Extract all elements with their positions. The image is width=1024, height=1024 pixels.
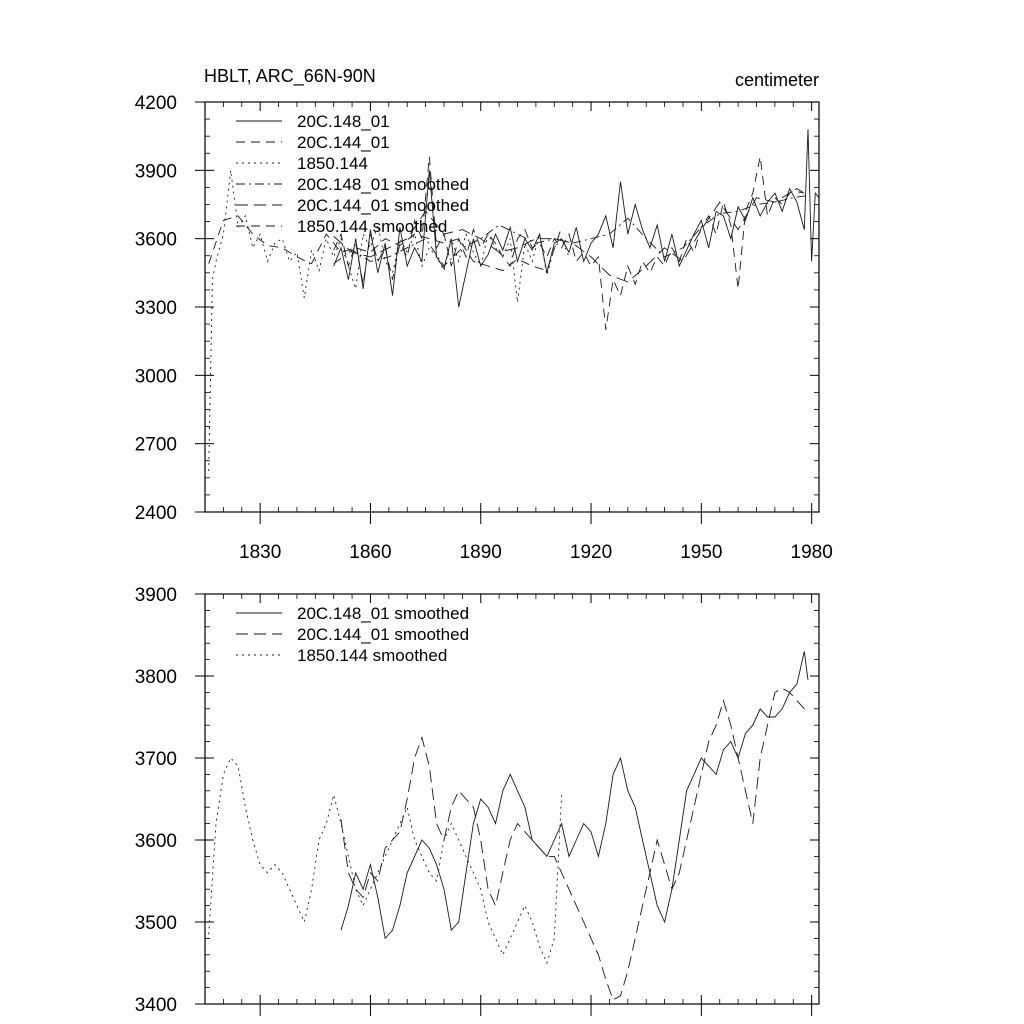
legend-label: 20C.144_01 smoothed — [297, 625, 469, 644]
x-tick-label: 1860 — [349, 542, 391, 563]
top-panel-units: centimeter — [735, 70, 819, 90]
x-tick-label: 1890 — [460, 542, 502, 563]
x-tick-label: 1920 — [570, 542, 612, 563]
y-tick-label: 2700 — [135, 435, 177, 456]
x-tick-label: 1980 — [791, 542, 833, 563]
series-line-1 — [340, 651, 809, 940]
series-line-3 — [208, 757, 563, 965]
top-panel-series — [208, 129, 820, 472]
series-line-1 — [333, 129, 820, 308]
y-tick-label: 3900 — [135, 161, 177, 182]
top-panel: HBLT, ARC_66N-90N centimeter 2400 2700 300… — [135, 66, 833, 563]
legend-label: 20C.148_01 — [297, 112, 390, 131]
bottom-panel: 3400 3500 3600 3700 3800 3900 20C.148_01 smoo… — [135, 585, 820, 1016]
bottom-panel-series — [208, 651, 809, 1001]
legend-label: 1850.144 smoothed — [297, 646, 447, 665]
x-tick-label: 1830 — [239, 542, 281, 563]
y-tick-label: 3600 — [135, 831, 177, 852]
top-panel-ticks: 2400 2700 3000 3300 3600 3900 4200 1830 1860 1890… — [135, 93, 833, 563]
bottom-panel-legend: 20C.148_01 smoothed 20C.144_01 smoothed 18… — [236, 604, 469, 665]
y-tick-label: 2400 — [135, 503, 177, 524]
y-tick-label: 3800 — [135, 667, 177, 688]
legend-label: 20C.144_01 — [297, 133, 390, 152]
legend-label: 20C.148_01 smoothed — [297, 604, 469, 623]
series-line-3 — [208, 170, 570, 472]
legend-label: 1850.144 — [297, 154, 368, 173]
x-tick-label: 1950 — [680, 542, 722, 563]
series-line-2 — [340, 687, 805, 1001]
top-panel-legend: 20C.148_01 20C.144_01 1850.144 20C.148_01 s… — [236, 112, 469, 236]
bottom-panel-ticks: 3400 3500 3600 3700 3800 3900 — [135, 585, 819, 1016]
y-tick-label: 3900 — [135, 585, 177, 606]
y-tick-label: 4200 — [135, 93, 177, 114]
series-line-5 — [333, 190, 805, 283]
y-tick-label: 3600 — [135, 230, 177, 251]
y-tick-label: 3000 — [135, 366, 177, 387]
y-tick-label: 3400 — [135, 995, 177, 1016]
y-tick-label: 3700 — [135, 749, 177, 770]
legend-label: 20C.148_01 smoothed — [297, 175, 469, 194]
legend-label: 20C.144_01 smoothed — [297, 196, 469, 215]
bottom-panel-frame — [204, 593, 820, 1005]
series-line-2 — [333, 156, 805, 330]
top-panel-title: HBLT, ARC_66N-90N — [204, 66, 376, 87]
legend-label: 1850.144 smoothed — [297, 217, 447, 236]
y-tick-label: 3500 — [135, 913, 177, 934]
y-tick-label: 3300 — [135, 298, 177, 319]
series-line-4 — [333, 194, 809, 267]
series-line-6 — [208, 215, 563, 272]
